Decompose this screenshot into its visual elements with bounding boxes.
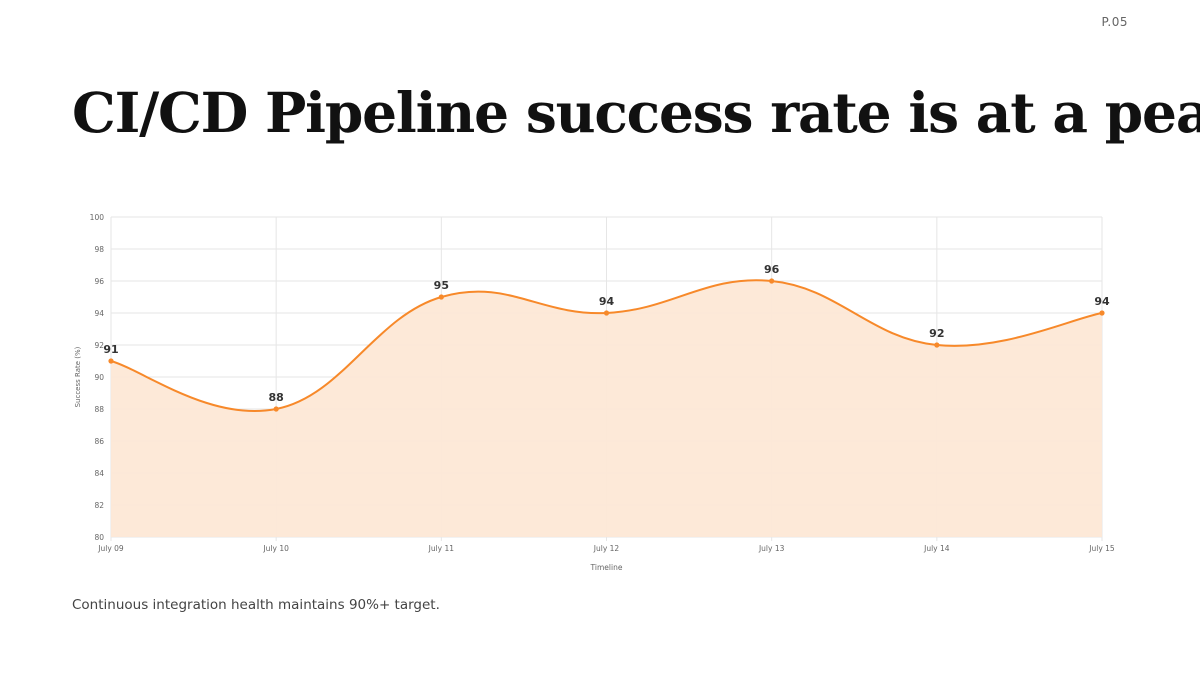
data-point bbox=[603, 310, 610, 316]
y-tick-label: 94 bbox=[94, 309, 104, 318]
data-point bbox=[769, 278, 775, 284]
y-tick-label: 80 bbox=[94, 533, 104, 542]
y-tick-label: 86 bbox=[94, 437, 104, 446]
y-tick-label: 98 bbox=[94, 245, 104, 254]
y-tick-label: 100 bbox=[90, 213, 105, 222]
data-label: 96 bbox=[764, 263, 780, 276]
data-point bbox=[108, 358, 114, 364]
chart-svg: 80 82 84 86 88 90 92 94 96 98 100 July 09 July 10 Jul… bbox=[74, 213, 1115, 572]
x-tick-label: July 11 bbox=[428, 544, 455, 553]
page-number: P.05 bbox=[1101, 15, 1128, 29]
y-tick-label: 82 bbox=[94, 501, 104, 510]
x-tick-label: July 15 bbox=[1088, 544, 1115, 553]
x-tick-label: July 09 bbox=[97, 544, 124, 553]
data-point bbox=[438, 294, 444, 300]
y-tick-label: 84 bbox=[94, 469, 104, 478]
data-point bbox=[1099, 310, 1105, 316]
data-point bbox=[934, 342, 940, 348]
y-axis-title: Success Rate (%) bbox=[74, 346, 82, 407]
data-label: 95 bbox=[434, 279, 449, 292]
series-area bbox=[111, 280, 1102, 537]
x-tick-label: July 12 bbox=[593, 544, 620, 553]
data-label: 91 bbox=[103, 343, 118, 356]
data-label: 94 bbox=[1094, 295, 1110, 308]
chart-caption: Continuous integration health maintains … bbox=[72, 597, 440, 613]
data-label: 94 bbox=[599, 295, 615, 308]
success-rate-chart: 80 82 84 86 88 90 92 94 96 98 100 July 09 July 10 Jul… bbox=[60, 200, 1130, 580]
y-tick-label: 88 bbox=[94, 405, 104, 414]
data-label: 92 bbox=[929, 327, 944, 340]
data-label: 88 bbox=[269, 391, 284, 404]
y-tick-label: 90 bbox=[94, 373, 104, 382]
x-tick-label: July 10 bbox=[262, 544, 289, 553]
x-tick-label: July 13 bbox=[758, 544, 785, 553]
y-tick-label: 96 bbox=[94, 277, 104, 286]
page-title: CI/CD Pipeline success rate is at a peak bbox=[72, 80, 1200, 145]
x-tick-label: July 14 bbox=[923, 544, 950, 553]
y-tick-label: 92 bbox=[94, 341, 104, 350]
x-axis-title: Timeline bbox=[590, 563, 623, 572]
data-point bbox=[273, 406, 279, 412]
